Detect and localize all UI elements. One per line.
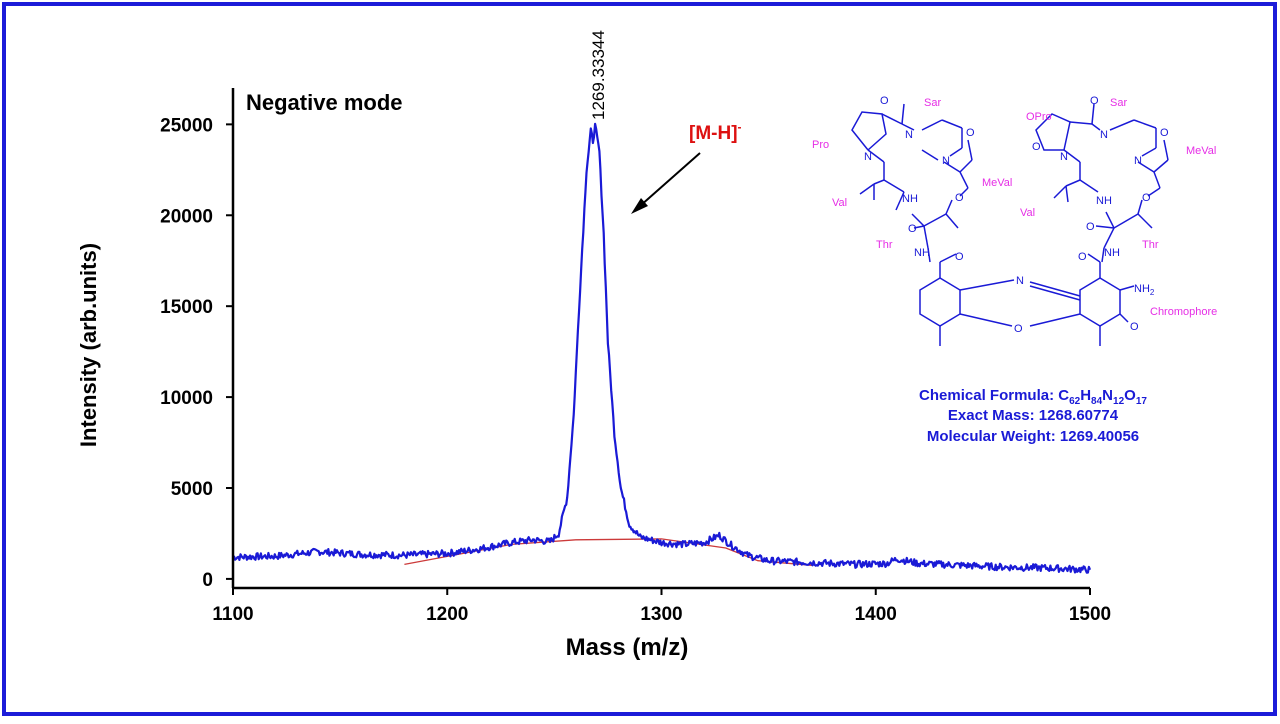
y-tick-label: 0: [202, 570, 213, 591]
right-peptide-ring: [1035, 103, 1169, 263]
ion-annotation-sup: -: [738, 120, 742, 134]
formula-sub-h: 84: [1091, 396, 1103, 407]
x-axis-title: Mass (m/z): [566, 634, 689, 661]
atom-n-core: N: [1016, 275, 1024, 287]
left-peptide-ring: [851, 103, 973, 263]
atom-labels: N N N O O O O O NH NH N N N O O O O O O …: [864, 95, 1169, 335]
x-tick-label: 1100: [212, 604, 253, 625]
y-tick-label: 20000: [160, 206, 213, 227]
x-tick-label: 1400: [855, 604, 897, 625]
atom-o-r1: O: [1090, 95, 1099, 107]
y-tick-label: 25000: [160, 115, 213, 136]
atom-o-core: O: [1014, 323, 1023, 335]
chemical-structure: N N N O O O O O NH NH N N N O O O O O O …: [812, 95, 1217, 346]
residue-label-val-right: Val: [1020, 207, 1035, 219]
residue-label-opro: OPro: [1026, 111, 1052, 123]
y-tick-label: 15000: [160, 297, 213, 318]
mode-label: Negative mode: [246, 90, 403, 115]
atom-nh-l2: NH: [914, 247, 930, 259]
x-tick-label: 1500: [1069, 604, 1111, 625]
residue-label-meval-right: MeVal: [1186, 145, 1216, 157]
atom-o-quinone: O: [1130, 321, 1139, 333]
atom-o-l5: O: [955, 251, 964, 263]
atom-o-r5: O: [1078, 251, 1087, 263]
formula-block: Chemical Formula: C62H84N12O17 Exact Mas…: [919, 387, 1147, 445]
atom-n-r2: N: [1134, 155, 1142, 167]
atom-nh-r1: NH: [1096, 195, 1112, 207]
atom-o-l4: O: [908, 223, 917, 235]
atom-o-l2: O: [966, 127, 975, 139]
residue-label-sar-right: Sar: [1110, 97, 1127, 109]
formula-el-h: H: [1080, 387, 1091, 404]
annotation-arrow-shaft: [639, 152, 701, 207]
y-axis-title: Intensity (arb.units): [76, 243, 101, 447]
peak-label: 1269.33344: [589, 30, 608, 120]
chemical-formula: Chemical Formula: C62H84N12O17: [919, 387, 1147, 407]
atom-o-r2: O: [1160, 127, 1169, 139]
atom-o-r4: O: [1086, 221, 1095, 233]
ion-annotation-base: [M-H]: [689, 123, 738, 144]
residue-label-sar-left: Sar: [924, 97, 941, 109]
amine-base: NH: [1134, 283, 1150, 295]
residue-label-pro: Pro: [812, 139, 829, 151]
formula-el-n: N: [1102, 387, 1113, 404]
residue-label-thr-right: Thr: [1142, 239, 1159, 251]
molecular-weight: Molecular Weight: 1269.40056: [927, 428, 1139, 445]
atom-n-r1: N: [1100, 129, 1108, 141]
formula-prefix: Chemical Formula: C: [919, 387, 1069, 404]
residue-label-thr-left: Thr: [876, 239, 893, 251]
x-tick-label: 1200: [426, 604, 468, 625]
chart-area: 0 5000 10000 15000 20000 25000 1100 1200 1300 14…: [76, 30, 1111, 661]
atom-n-l2: N: [942, 155, 950, 167]
y-tick-label: 10000: [160, 388, 213, 409]
exact-mass: Exact Mass: 1268.60774: [948, 407, 1119, 424]
y-axis-ticks: 0 5000 10000 15000 20000 25000: [160, 115, 233, 591]
residue-label-meval-left: MeVal: [982, 177, 1012, 189]
atom-o-l3: O: [955, 192, 964, 204]
chromophore-core: [919, 253, 1135, 346]
formula-sub-c: 62: [1069, 396, 1081, 407]
residue-labels: Pro Sar MeVal Val Thr OPro Sar MeVal Val…: [812, 97, 1217, 318]
atom-o-r-keto: O: [1032, 141, 1041, 153]
atom-n-l3: N: [864, 151, 872, 163]
amine-group: NH2: [1134, 283, 1155, 297]
formula-sub-n: 12: [1113, 396, 1125, 407]
chromophore-label: Chromophore: [1150, 306, 1217, 318]
residue-label-val-left: Val: [832, 197, 847, 209]
annotation-arrow-head: [631, 198, 648, 214]
atom-n-r3: N: [1060, 151, 1068, 163]
y-tick-label: 5000: [171, 479, 213, 500]
formula-el-o: O: [1124, 387, 1136, 404]
formula-sub-o: 17: [1136, 396, 1148, 407]
ion-annotation: [M-H]-: [689, 120, 742, 144]
atom-nh-l1: NH: [902, 193, 918, 205]
atom-o-l1: O: [880, 95, 889, 107]
atom-o-r3: O: [1142, 192, 1151, 204]
atom-nh-r2: NH: [1104, 247, 1120, 259]
spectrum-series-line: [232, 122, 1092, 574]
amine-sub: 2: [1150, 288, 1155, 297]
atom-n-l1: N: [905, 129, 913, 141]
x-tick-label: 1300: [640, 604, 682, 625]
x-axis-ticks: 1100 1200 1300 1400 1500: [212, 588, 1111, 625]
